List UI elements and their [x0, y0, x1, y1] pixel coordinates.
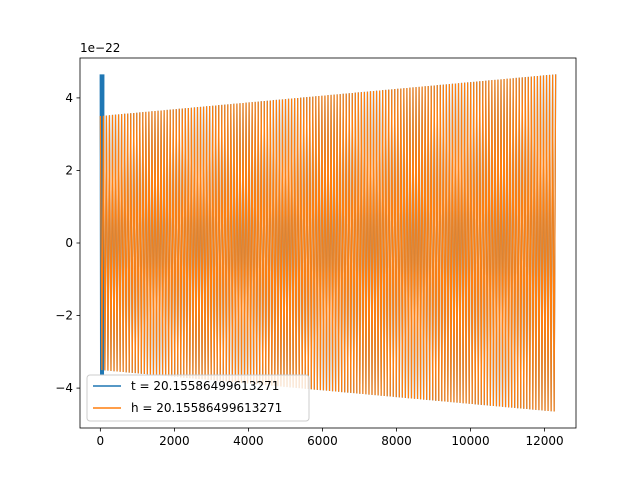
y-tick-label: 0	[65, 236, 73, 250]
x-tick-label: 8000	[381, 434, 412, 448]
legend-label-t: t = 20.15586499613271	[131, 379, 279, 393]
y-tick-label: −2	[55, 309, 73, 323]
legend: t = 20.15586499613271 h = 20.15586499613…	[86, 374, 310, 422]
x-tick-label: 0	[97, 434, 105, 448]
x-tick-label: 10000	[451, 434, 489, 448]
y-tick-label: −4	[55, 381, 73, 395]
legend-label-h: h = 20.15586499613271	[131, 401, 282, 415]
x-tick-label: 6000	[307, 434, 338, 448]
y-offset-text: 1e−22	[80, 41, 120, 55]
x-tick-label: 4000	[233, 434, 264, 448]
y-tick-label: 4	[65, 91, 73, 105]
x-tick-label: 12000	[525, 434, 563, 448]
series-line-1	[99, 74, 557, 412]
x-tick-label: 2000	[159, 434, 190, 448]
y-tick-label: 2	[65, 163, 73, 177]
x-axis: 0 2000 4000 6000 8000 10000 12000	[97, 428, 564, 448]
series-layer	[99, 74, 557, 412]
y-axis: −4 −2 0 2 4	[55, 91, 80, 395]
legend-box	[86, 374, 310, 422]
